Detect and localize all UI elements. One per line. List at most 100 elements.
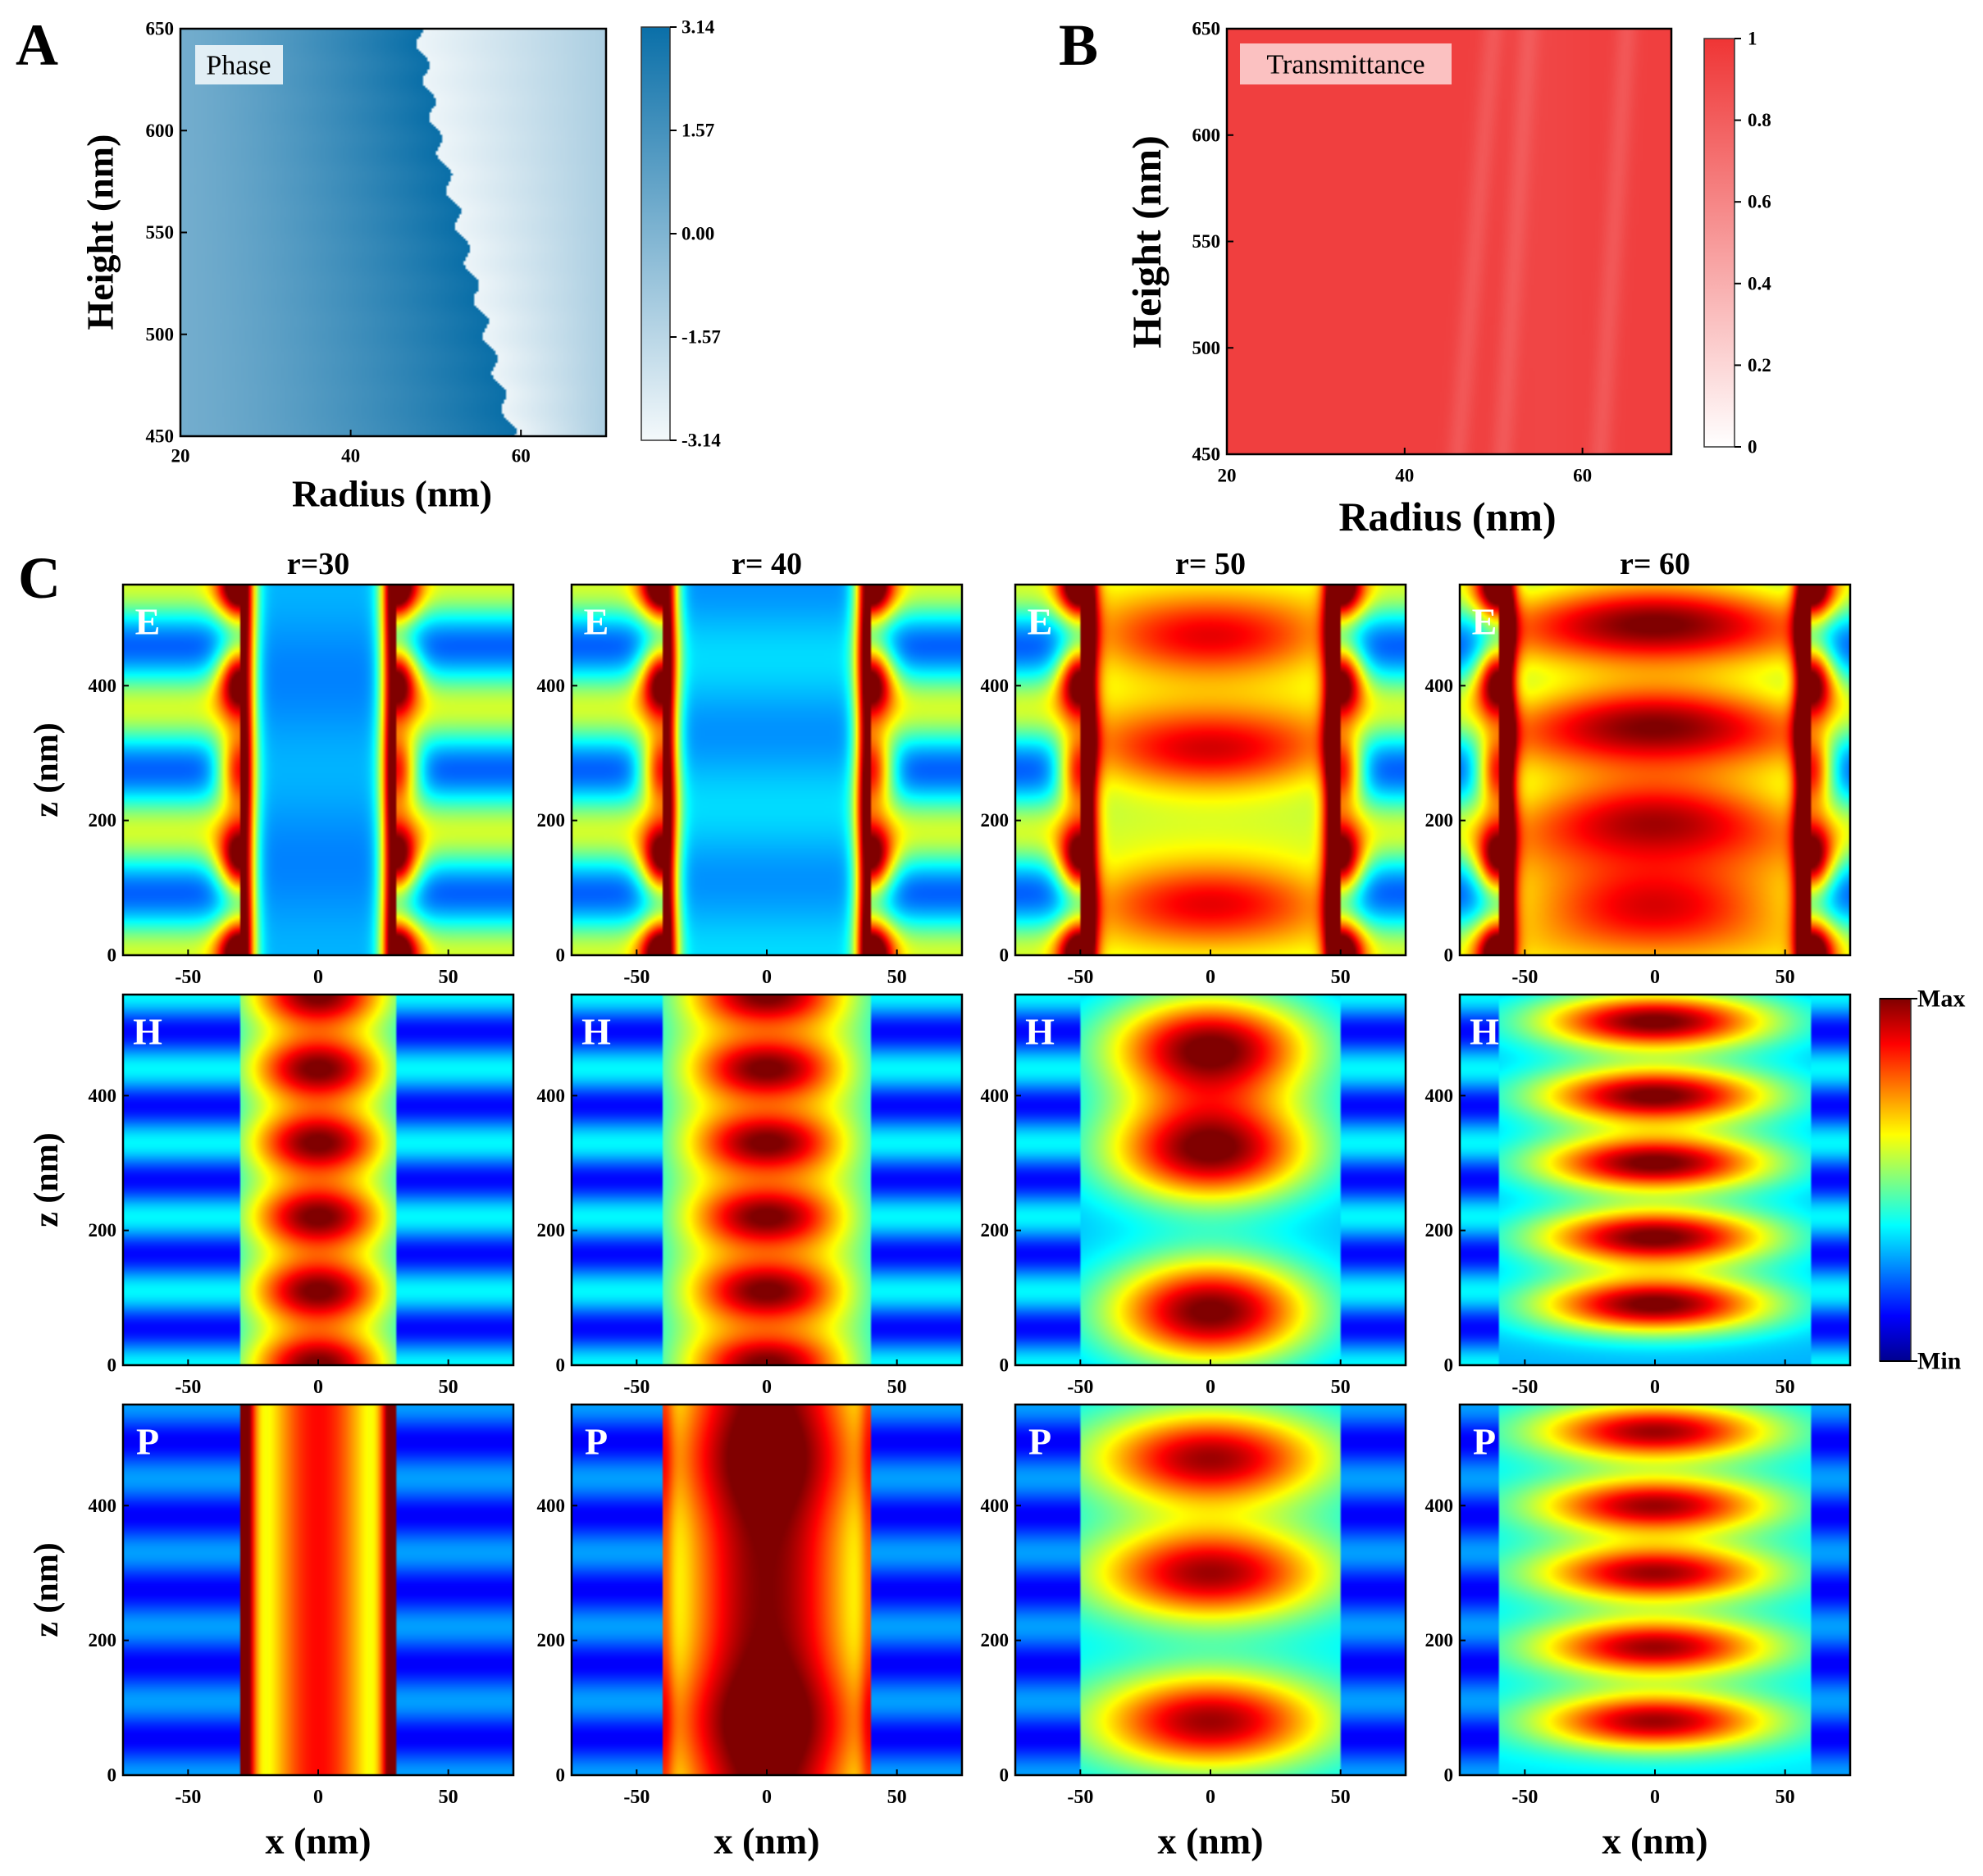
field-map-H-r40	[572, 995, 962, 1365]
colorbar-tick-label: 0	[1748, 437, 1757, 458]
field-map-P-r40	[572, 1405, 962, 1775]
y-tick-label: 400	[981, 676, 1010, 696]
x-tick-label: 50	[887, 967, 907, 988]
y-tick-label: 650	[1192, 19, 1221, 39]
y-tick-label: 600	[146, 121, 175, 141]
y-tick-label: 400	[89, 1496, 117, 1516]
x-tick-label: -50	[623, 967, 650, 988]
y-tick-label: 450	[146, 426, 175, 447]
field-row-label: E	[135, 601, 161, 643]
field-map-H-r60	[1460, 995, 1850, 1365]
y-tick-label: 200	[537, 1630, 566, 1651]
panel-label-B: B	[1059, 12, 1098, 78]
y-tick-label: 200	[981, 810, 1010, 831]
field-map-H-r30	[123, 995, 513, 1365]
x-tick-label: -50	[1067, 967, 1093, 988]
colorbar-tick-label: -1.57	[682, 327, 721, 348]
x-tick-label: 50	[439, 1377, 458, 1398]
y-tick-label: 400	[89, 1086, 117, 1106]
x-tick-label: -50	[175, 1787, 201, 1808]
panel-label-C: C	[18, 545, 61, 611]
x-tick-label: 0	[762, 967, 772, 988]
y-tick-label: 500	[1192, 338, 1221, 358]
y-tick-label: 400	[537, 1086, 566, 1106]
y-axis-label: z (nm)	[28, 722, 66, 817]
y-tick-label: 550	[146, 222, 175, 243]
y-tick-label: 400	[1425, 676, 1454, 696]
field-map-E-r50	[1015, 585, 1406, 955]
field-row-label: H	[1025, 1011, 1055, 1053]
y-tick-label: 200	[89, 810, 117, 831]
colorbar-tick-label: 1.57	[682, 121, 714, 141]
x-axis-label: x (nm)	[265, 1820, 371, 1862]
colorbar-tick-label: 1	[1748, 29, 1757, 49]
column-title: r=30	[287, 547, 350, 581]
y-axis-label: z (nm)	[28, 1132, 66, 1227]
x-axis-label: x (nm)	[1157, 1820, 1263, 1862]
y-tick-label: 200	[537, 1220, 566, 1241]
colorbar-min-label: Min	[1917, 1348, 1962, 1375]
y-axis-label: Height (nm)	[80, 134, 121, 330]
x-tick-label: 0	[1206, 1377, 1215, 1398]
x-tick-label: 0	[762, 1377, 772, 1398]
y-tick-label: 0	[1444, 1355, 1454, 1376]
x-tick-label: -50	[175, 967, 201, 988]
field-row-label: H	[133, 1011, 162, 1053]
colorbar-tick-label: 0.4	[1748, 273, 1771, 294]
colorbar-tick-label: 0.8	[1748, 110, 1771, 130]
y-tick-label: 200	[89, 1220, 117, 1241]
field-row-label: H	[1470, 1011, 1499, 1053]
y-tick-label: 0	[1000, 945, 1010, 966]
y-tick-label: 450	[1192, 444, 1221, 465]
x-tick-label: 40	[1395, 466, 1414, 486]
x-tick-label: -50	[1067, 1377, 1093, 1398]
y-tick-label: 650	[146, 19, 175, 39]
field-row-label: E	[1028, 601, 1053, 643]
y-tick-label: 400	[537, 1496, 566, 1516]
panel-label-A: A	[16, 12, 58, 78]
chart-title: Transmittance	[1266, 50, 1425, 80]
x-tick-label: -50	[623, 1377, 650, 1398]
x-tick-label: 20	[1218, 466, 1237, 486]
x-tick-label: 50	[1776, 1787, 1795, 1808]
y-tick-label: 0	[1444, 1765, 1454, 1786]
y-tick-label: 200	[1425, 810, 1454, 831]
field-row-label: H	[581, 1011, 611, 1053]
x-tick-label: 50	[439, 967, 458, 988]
column-title: r= 40	[732, 547, 802, 581]
y-tick-label: 500	[146, 324, 175, 344]
colorbar-C	[1879, 998, 1912, 1362]
x-tick-label: 0	[313, 967, 323, 988]
chart-title: Phase	[206, 51, 271, 81]
x-tick-label: -50	[1067, 1787, 1093, 1808]
colorbar-max-label: Max	[1917, 986, 1965, 1013]
y-tick-label: 200	[1425, 1630, 1454, 1651]
x-axis-label: Radius (nm)	[1338, 494, 1556, 540]
colorbar-tick-label: 0.6	[1748, 192, 1771, 212]
field-map-E-r30	[123, 585, 513, 955]
y-tick-label: 400	[1425, 1086, 1454, 1106]
x-tick-label: 60	[1573, 466, 1592, 486]
x-tick-label: 50	[887, 1377, 907, 1398]
field-map-E-r40	[572, 585, 962, 955]
x-tick-label: 50	[1331, 967, 1351, 988]
colorbar-tick-label: -3.14	[682, 430, 721, 451]
y-tick-label: 400	[1425, 1496, 1454, 1516]
y-tick-label: 0	[556, 1355, 566, 1376]
field-map-P-r50	[1015, 1405, 1406, 1775]
x-tick-label: -50	[1511, 1787, 1538, 1808]
x-axis-label: x (nm)	[1602, 1820, 1707, 1862]
title-box	[195, 45, 283, 84]
x-axis-label: Radius (nm)	[292, 473, 492, 515]
x-axis-label: x (nm)	[713, 1820, 819, 1862]
field-row-label: E	[584, 601, 609, 643]
y-tick-label: 200	[537, 810, 566, 831]
x-tick-label: -50	[623, 1787, 650, 1808]
x-tick-label: 50	[1776, 967, 1795, 988]
column-title: r= 50	[1175, 547, 1246, 581]
y-tick-label: 400	[537, 676, 566, 696]
title-box	[1240, 43, 1452, 84]
x-tick-label: -50	[1511, 967, 1538, 988]
x-tick-label: 0	[762, 1787, 772, 1808]
